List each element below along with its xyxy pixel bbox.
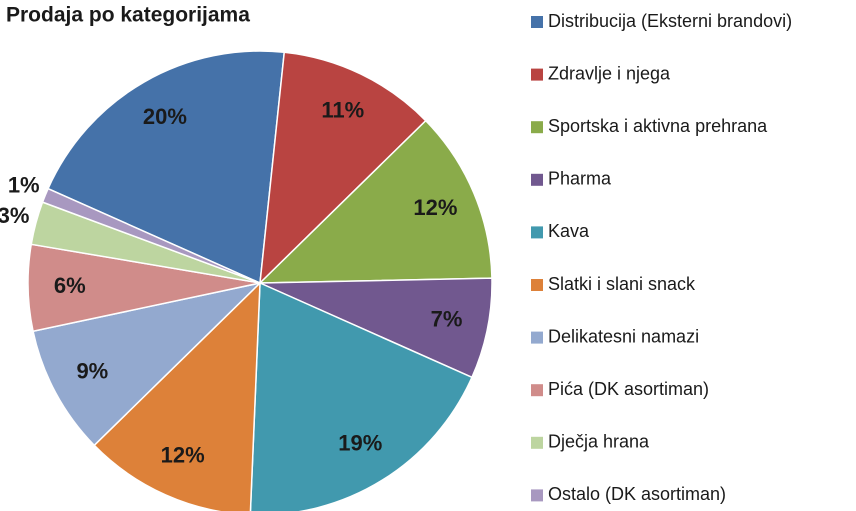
- legend-label: Delikatesni namazi: [548, 326, 699, 346]
- data-label: 1%: [8, 172, 40, 197]
- legend-label: Distribucija (Eksterni brandovi): [548, 11, 792, 31]
- legend-swatch: [531, 384, 543, 397]
- legend-label: Kava: [548, 221, 590, 241]
- data-label: 11%: [321, 98, 364, 123]
- pie-slice: [93, 281, 261, 511]
- pie-slice: [41, 187, 261, 284]
- legend-swatch: [531, 173, 543, 186]
- legend-swatch: [531, 121, 543, 134]
- legend-swatch: [531, 68, 543, 81]
- pie-slice: [259, 51, 427, 285]
- chart-title: Prodaja po kategorijama: [6, 4, 250, 27]
- pie-slice: [249, 281, 473, 511]
- data-label: 12%: [413, 195, 457, 220]
- legend-swatch: [531, 331, 543, 344]
- legend-label: Dječja hrana: [548, 432, 650, 452]
- legend-label: Zdravlje i njega: [548, 63, 671, 83]
- legend-swatch: [531, 226, 543, 239]
- data-label: 20%: [143, 104, 187, 129]
- legend-swatch: [531, 16, 543, 28]
- pie-slice: [258, 119, 493, 284]
- data-label: 6%: [54, 273, 86, 298]
- legend-swatch: [531, 489, 543, 502]
- legend-label: Pića (DK asortiman): [548, 379, 709, 399]
- data-label: 7%: [431, 306, 463, 331]
- data-label: 12%: [161, 443, 205, 468]
- legend-label: Pharma: [548, 169, 612, 189]
- legend-swatch: [531, 279, 543, 291]
- legend-swatch: [531, 436, 543, 449]
- data-label: 19%: [338, 430, 382, 455]
- legend-label: Ostalo (DK asortiman): [548, 484, 726, 504]
- pie-slice: [47, 50, 286, 285]
- data-label: 9%: [76, 359, 108, 384]
- pie-slice: [32, 281, 263, 447]
- pie-slice: [259, 277, 493, 379]
- legend-label: Slatki i slani snack: [548, 274, 696, 294]
- data-label: 3%: [0, 203, 29, 228]
- legend-label: Sportska i aktivna prehrana: [548, 116, 768, 136]
